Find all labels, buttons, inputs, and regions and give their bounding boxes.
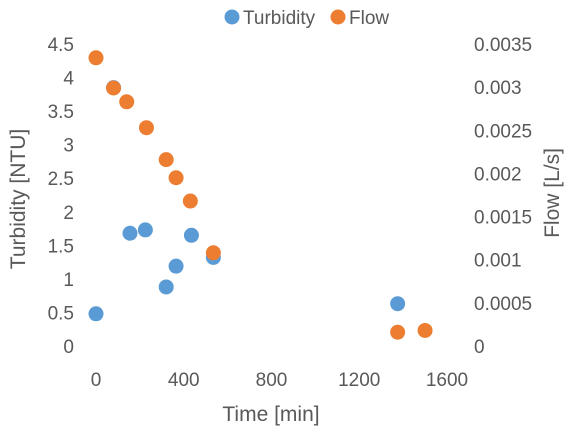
y2-tick-label: 0.0015 <box>474 208 532 229</box>
turbidity-point <box>158 279 174 295</box>
turbidity-point <box>390 296 406 312</box>
turbidity-point <box>122 225 138 241</box>
y-tick-label: 2 <box>63 203 74 224</box>
y-axis-right-title: Flow [L/s] <box>541 148 564 238</box>
y-tick-label: 0 <box>63 337 74 358</box>
flow-point <box>158 152 174 168</box>
data-points <box>88 50 433 340</box>
flow-point <box>119 94 135 110</box>
y2-tick-label: 0.0035 <box>474 35 532 56</box>
flow-point <box>182 193 198 209</box>
x-tick-label: 0 <box>91 370 102 391</box>
flow-point <box>390 324 406 340</box>
flow-point <box>205 245 221 261</box>
y-tick-label: 1.5 <box>48 236 74 257</box>
flow-legend-marker <box>330 9 346 25</box>
turbidity-legend-label: Turbidity <box>243 8 316 29</box>
y-tick-label: 1 <box>63 270 74 291</box>
x-axis-title: Time [min] <box>222 403 319 426</box>
y-tick-label: 3 <box>63 136 74 157</box>
turbidity-legend-marker <box>224 9 240 25</box>
y2-tick-label: 0.0005 <box>474 294 532 315</box>
y-axis-right-ticks: 0 0.0005 0.001 0.0015 0.002 0.0025 0.003 0.0035 <box>474 35 532 358</box>
y2-tick-label: 0.001 <box>474 251 522 272</box>
y2-tick-label: 0.002 <box>474 164 522 185</box>
flow-point <box>168 170 184 186</box>
y2-tick-label: 0 <box>474 337 485 358</box>
flow-point <box>138 120 154 136</box>
x-tick-label: 800 <box>256 370 288 391</box>
flow-legend-label: Flow <box>349 8 389 29</box>
turbidity-point <box>183 227 199 243</box>
x-tick-label: 400 <box>168 370 200 391</box>
y-tick-label: 4 <box>63 69 74 90</box>
flow-point <box>417 322 433 338</box>
y-axis-left-title: Turbidity [NTU] <box>7 129 30 269</box>
x-tick-label: 1600 <box>426 370 468 391</box>
legend: Turbidity Flow <box>224 8 389 29</box>
y-tick-label: 2.5 <box>48 169 74 190</box>
y-tick-label: 4.5 <box>48 35 74 56</box>
flow-point <box>106 80 122 96</box>
y-tick-label: 3.5 <box>48 102 74 123</box>
y2-tick-label: 0.003 <box>474 78 522 99</box>
y-axis-left-ticks: 0 0.5 1 1.5 2 2.5 3 3.5 4 4.5 <box>48 35 75 358</box>
x-axis-ticks: 0 400 800 1200 1600 <box>91 370 468 391</box>
turbidity-point <box>168 258 184 274</box>
turbidity-point <box>88 306 104 322</box>
turbidity-point <box>137 222 153 238</box>
y-tick-label: 0.5 <box>48 303 74 324</box>
x-tick-label: 1200 <box>338 370 380 391</box>
y2-tick-label: 0.0025 <box>474 121 532 142</box>
flow-point <box>88 50 104 66</box>
